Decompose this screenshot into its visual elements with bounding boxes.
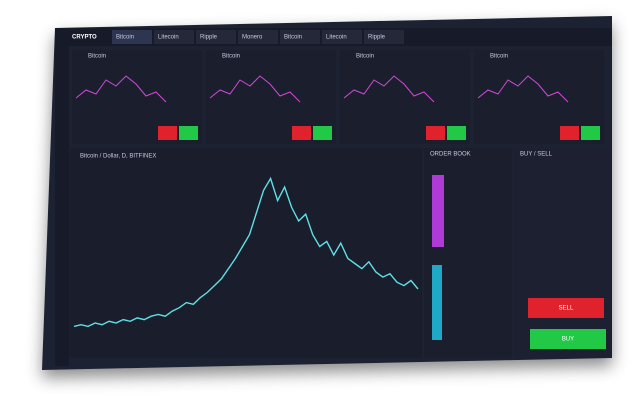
panel-name: Bitcoin: [356, 54, 374, 60]
tab[interactable]: [322, 30, 362, 44]
tab-label: Bitcoin: [116, 35, 134, 41]
trade-panel: [514, 148, 612, 358]
mini-chart: [75, 75, 167, 103]
mini-buy[interactable]: [447, 126, 466, 140]
tab-label: Ripple: [200, 35, 218, 41]
tab[interactable]: [364, 30, 404, 44]
mini-sell[interactable]: [158, 126, 177, 140]
mini-buy[interactable]: [179, 126, 198, 140]
tab-label: Litecoin: [326, 35, 347, 41]
panel-name: Bitcoin: [88, 54, 106, 60]
mini-buy[interactable]: [581, 126, 600, 140]
mini-sell[interactable]: [426, 126, 445, 140]
mini-chart: [209, 75, 301, 103]
side-bar: [55, 46, 69, 366]
tab[interactable]: [154, 30, 194, 44]
tab-label: Ripple: [368, 35, 386, 41]
tab-label: Monero: [242, 35, 263, 41]
tab-label: Litecoin: [158, 35, 179, 41]
main-chart: [70, 148, 422, 358]
mini-sell[interactable]: [560, 126, 579, 140]
tab[interactable]: [280, 30, 320, 44]
tab[interactable]: [196, 30, 236, 44]
tab[interactable]: [112, 30, 152, 44]
chart-title: Bitcoin / Dollar, D, BITFINEX: [80, 154, 156, 160]
price-line: [73, 176, 419, 328]
sell-button[interactable]: [528, 298, 604, 318]
panel-name: Bitcoin: [222, 54, 240, 60]
mini-sell[interactable]: [292, 126, 311, 140]
tab[interactable]: [238, 30, 278, 44]
book-bars: [432, 175, 444, 340]
mini-chart: [477, 75, 569, 103]
order-book-title: ORDER BOOK: [430, 152, 471, 158]
mini-buy[interactable]: [313, 126, 332, 140]
mini-chart: [343, 75, 435, 103]
trade-title: BUY / SELL: [520, 152, 553, 158]
buy-label: BUY: [562, 337, 574, 343]
panel-name: Bitcoin: [490, 54, 508, 60]
tab-label: Bitcoin: [284, 35, 302, 41]
buy-button[interactable]: [530, 329, 606, 349]
brand: CRYPTO: [72, 35, 97, 41]
sell-label: SELL: [559, 306, 574, 312]
